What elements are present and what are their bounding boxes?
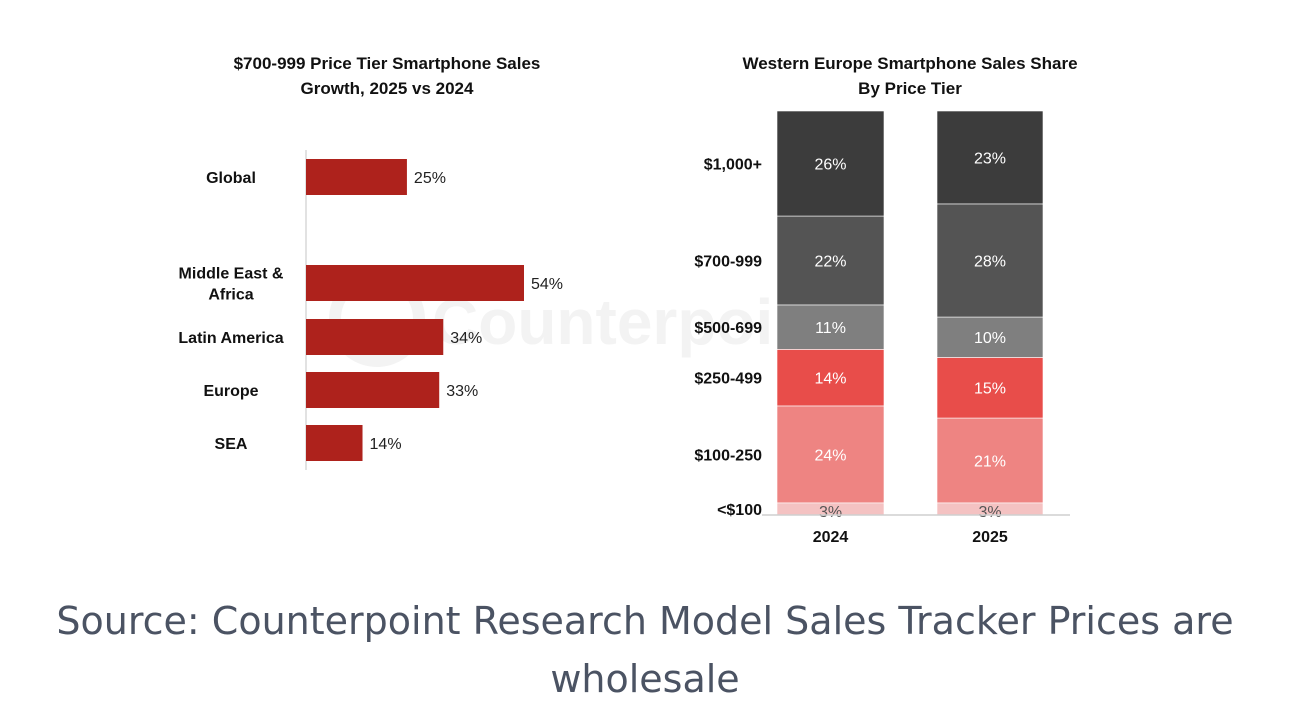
segment-label-2024-100: 3% bbox=[819, 504, 842, 521]
bar-value-middle-east-africa: 54% bbox=[531, 276, 563, 293]
bar-global bbox=[306, 159, 407, 195]
segment-label-2025-500-699: 10% bbox=[974, 330, 1006, 347]
segment-2025-700-999 bbox=[936, 203, 1044, 318]
bar-europe bbox=[306, 372, 440, 408]
tier-label-1-000: $1,000+ bbox=[704, 157, 762, 174]
segment-2024-700-999 bbox=[776, 215, 885, 306]
share-stacked-chart: Western Europe Smartphone Sales Share By… bbox=[694, 54, 1077, 546]
bar-value-global: 25% bbox=[414, 170, 446, 187]
tier-label-100-250: $100-250 bbox=[694, 447, 762, 464]
category-label-sea: SEA bbox=[215, 436, 248, 453]
bar-value-europe: 33% bbox=[446, 383, 478, 400]
x-tick-2024: 2024 bbox=[813, 529, 849, 546]
share-chart-title-line-2: By Price Tier bbox=[858, 79, 962, 98]
source-caption: Source: Counterpoint Research Model Sale… bbox=[56, 599, 1234, 701]
category-label-middle-east-africa: Middle East & Africa bbox=[179, 266, 284, 304]
tier-label-250-499: $250-499 bbox=[694, 371, 762, 388]
segment-label-2025-1-000: 23% bbox=[974, 150, 1006, 167]
segment-2024-500-699 bbox=[776, 304, 885, 350]
segment-2025-1-000 bbox=[936, 110, 1044, 205]
growth-bar-chart: $700-999 Price Tier Smartphone Sales Gro… bbox=[178, 54, 563, 470]
segment-label-2025-100-250: 21% bbox=[974, 453, 1006, 470]
segment-2025-500-699 bbox=[936, 316, 1044, 358]
segment-label-2024-100-250: 24% bbox=[814, 447, 846, 464]
bar-middle-east-africa bbox=[306, 265, 524, 301]
x-tick-2025: 2025 bbox=[972, 529, 1008, 546]
bar-latin-america bbox=[306, 319, 444, 355]
bar-sea bbox=[306, 425, 363, 461]
tier-label-500-699: $500-699 bbox=[694, 320, 762, 337]
tier-label-700-999: $700-999 bbox=[694, 253, 762, 270]
segment-label-2024-250-499: 14% bbox=[814, 371, 846, 388]
segment-2025-100-250 bbox=[936, 417, 1044, 504]
segment-2024-250-499 bbox=[776, 349, 885, 407]
bar-value-latin-america: 34% bbox=[450, 330, 482, 347]
category-label-europe: Europe bbox=[203, 383, 258, 400]
segment-label-2024-1-000: 26% bbox=[814, 157, 846, 174]
segment-label-2025-700-999: 28% bbox=[974, 253, 1006, 270]
share-chart-title-line-1: Western Europe Smartphone Sales Share bbox=[742, 54, 1077, 73]
charts-figure: Counterpoint $700-999 Price Tier Smartph… bbox=[178, 54, 1077, 546]
tier-label-100: <$100 bbox=[717, 502, 762, 519]
segment-label-2025-100: 3% bbox=[978, 504, 1001, 521]
segment-label-2024-700-999: 22% bbox=[814, 253, 846, 270]
segment-label-2024-500-699: 11% bbox=[815, 320, 846, 337]
growth-chart-title-line-1: $700-999 Price Tier Smartphone Sales bbox=[234, 54, 541, 73]
segment-2024-1-000 bbox=[776, 110, 885, 217]
growth-chart-title-line-2: Growth, 2025 vs 2024 bbox=[301, 79, 474, 98]
segment-label-2025-250-499: 15% bbox=[974, 381, 1006, 398]
category-label-latin-america: Latin America bbox=[178, 330, 283, 347]
category-label-global: Global bbox=[206, 170, 256, 187]
bar-value-sea: 14% bbox=[370, 436, 402, 453]
segment-2025-250-499 bbox=[936, 357, 1044, 419]
segment-2024-100-250 bbox=[776, 405, 885, 504]
